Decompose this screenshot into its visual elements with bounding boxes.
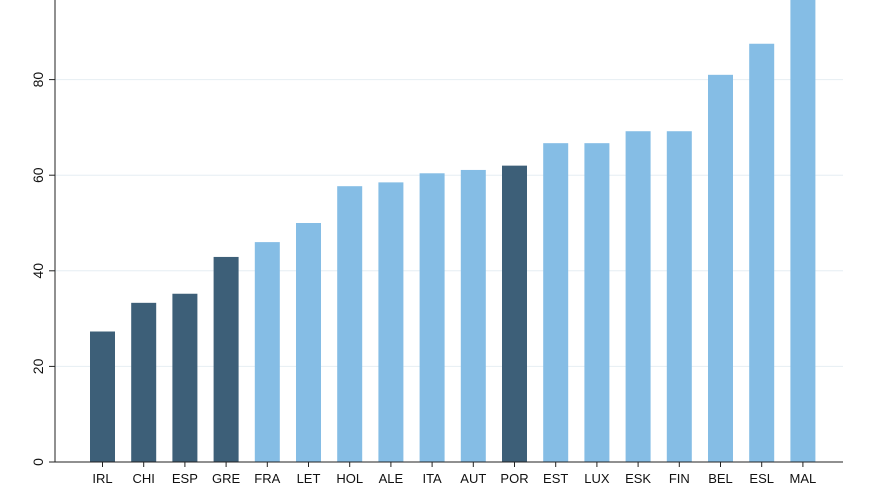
x-tick-label-hol: HOL: [336, 471, 363, 486]
bar-irl: [90, 331, 115, 462]
bar-por: [502, 165, 527, 462]
x-tick-label-lux: LUX: [584, 471, 610, 486]
x-tick-label-est: EST: [543, 471, 568, 486]
bar-bel: [708, 74, 733, 462]
y-tick-label-20: 20: [30, 358, 46, 374]
x-tick-labels: IRL CHI ESP GRE FRA LET HOL ALE ITA AUT POR EST LUX E…: [92, 471, 816, 486]
bar-fin: [666, 131, 692, 462]
x-tick-label-irl: IRL: [92, 471, 112, 486]
x-tick-label-mal: MAL: [790, 471, 817, 486]
x-tick-label-esk: ESK: [625, 471, 651, 486]
bar-esk: [625, 131, 651, 462]
bar-hol: [337, 186, 363, 462]
y-tick-label-80: 80: [30, 72, 46, 88]
bar-lux: [584, 143, 610, 462]
x-tick-label-por: POR: [500, 471, 528, 486]
x-tick-label-fra: FRA: [254, 471, 280, 486]
x-tick-label-esp: ESP: [172, 471, 198, 486]
x-tick-label-chi: CHI: [133, 471, 155, 486]
bar-esp: [172, 293, 198, 462]
x-tick-label-gre: GRE: [212, 471, 241, 486]
bar-mal: [790, 0, 816, 462]
bar-fra: [254, 242, 280, 462]
x-tick-label-fin: FIN: [669, 471, 690, 486]
y-tick-label-0: 0: [30, 458, 46, 466]
y-tick-label-60: 60: [30, 167, 46, 183]
y-tick-labels: 0 20 40 60 80: [30, 72, 46, 466]
axes: [49, 0, 843, 467]
bar-ale: [378, 182, 404, 462]
bar-aut: [460, 169, 486, 462]
bar-chi: [131, 302, 157, 462]
x-tick-label-let: LET: [297, 471, 321, 486]
bars: [90, 0, 816, 462]
y-tick-label-40: 40: [30, 263, 46, 279]
bar-let: [296, 223, 321, 462]
x-tick-label-aut: AUT: [460, 471, 486, 486]
x-tick-label-esl: ESL: [749, 471, 774, 486]
x-tick-label-ita: ITA: [422, 471, 442, 486]
bar-esl: [749, 43, 775, 462]
bar-gre: [213, 256, 239, 462]
x-tick-label-bel: BEL: [708, 471, 733, 486]
x-tick-label-ale: ALE: [379, 471, 404, 486]
bar-ita: [419, 173, 445, 462]
bar-est: [543, 143, 569, 462]
